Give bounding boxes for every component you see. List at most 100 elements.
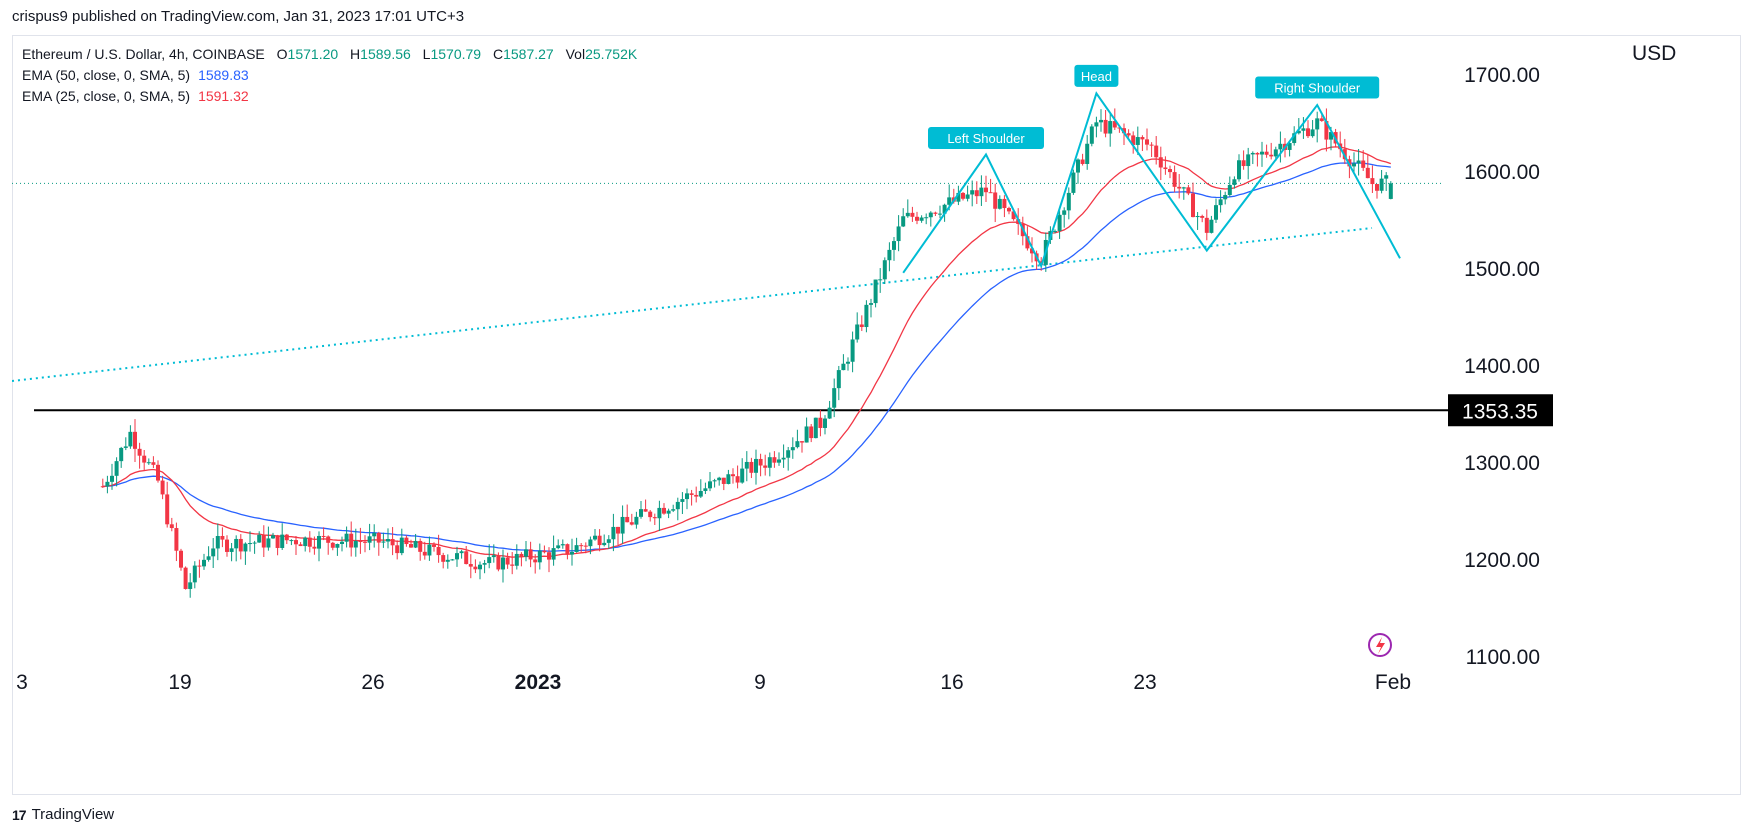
candle-body: [418, 540, 423, 552]
candle: [1177, 174, 1182, 199]
candle: [777, 452, 781, 466]
candle-body: [215, 536, 220, 549]
candle-body: [1260, 151, 1264, 155]
candle: [257, 531, 262, 543]
candle: [602, 534, 607, 547]
candle-body: [758, 458, 763, 466]
ema50-row[interactable]: EMA (50, close, 0, SMA, 5) 1589.83: [22, 65, 637, 86]
tradingview-logo-icon: 17: [12, 806, 27, 823]
candle-body: [482, 563, 487, 565]
time-tick-label: 23: [1133, 671, 1156, 694]
price-tick-label: 1500.00: [1464, 258, 1540, 281]
candle: [620, 505, 625, 544]
candle: [850, 331, 855, 373]
candle-body: [1315, 118, 1320, 130]
candle: [133, 419, 137, 463]
candle: [1306, 120, 1310, 138]
candle: [767, 452, 772, 477]
head-badge: [1074, 64, 1119, 87]
candle-body: [1094, 122, 1099, 127]
candle: [938, 205, 942, 219]
candle-body: [261, 534, 266, 548]
candle: [965, 185, 970, 202]
ema50-line: [102, 162, 1391, 552]
candle-body: [993, 192, 998, 209]
candle-body: [496, 555, 501, 570]
candle-body: [602, 542, 607, 546]
candle-body: [1071, 172, 1076, 193]
candle-body: [708, 481, 712, 489]
candle: [1388, 181, 1393, 200]
price-tick-label: 1600.00: [1464, 161, 1540, 184]
candle-body: [1388, 183, 1393, 199]
candle: [974, 181, 979, 204]
candle: [901, 208, 906, 228]
candle: [399, 528, 404, 556]
candle-body: [1030, 248, 1034, 254]
candle-body: [1365, 167, 1370, 179]
candle: [317, 531, 321, 562]
candle-body: [413, 540, 418, 548]
candle: [174, 522, 179, 562]
candle-body: [726, 474, 731, 484]
candle: [795, 429, 800, 449]
brand-name: TradingView: [31, 806, 115, 823]
volume-value: 25.752K: [585, 46, 638, 62]
ema50-label: EMA (50, close, 0, SMA, 5): [22, 67, 191, 83]
candle-body: [358, 541, 363, 543]
candle-body: [1186, 187, 1191, 194]
candle: [261, 525, 266, 557]
candle: [583, 542, 588, 554]
candle: [1324, 108, 1329, 152]
candle-body: [1126, 133, 1131, 136]
candle: [413, 533, 418, 549]
candle: [1168, 165, 1172, 179]
candle: [284, 533, 289, 545]
candle: [1195, 212, 1200, 230]
candle-body: [1140, 137, 1145, 140]
candle-body: [1066, 192, 1071, 211]
candle: [1250, 151, 1255, 165]
candle: [726, 469, 731, 485]
candle: [303, 536, 308, 552]
candle-body: [731, 474, 735, 477]
candle-body: [197, 565, 202, 567]
candle-body: [1269, 154, 1274, 157]
candle: [933, 211, 938, 217]
candle: [275, 534, 280, 556]
ema25-row[interactable]: EMA (25, close, 0, SMA, 5) 1591.32: [22, 86, 637, 107]
candle: [749, 457, 754, 479]
candle-body: [740, 468, 745, 483]
candle-body: [473, 566, 478, 570]
candle-body: [128, 431, 133, 447]
candle-body: [225, 539, 229, 552]
candle: [436, 534, 441, 563]
candle-body: [1278, 143, 1283, 150]
candle-body: [896, 226, 901, 242]
candle: [611, 513, 616, 552]
footer[interactable]: 17 TradingView: [12, 806, 114, 823]
candle: [979, 175, 984, 206]
candle: [229, 543, 234, 562]
candle-body: [464, 551, 469, 565]
candle-body: [813, 417, 818, 439]
candle: [1002, 195, 1007, 218]
candle: [708, 471, 712, 492]
candle-body: [634, 516, 639, 525]
lightning-icon-ring: [1368, 633, 1392, 657]
candle-body: [979, 187, 984, 197]
candle: [376, 531, 381, 556]
price-chart[interactable]: Left Shoulder Head Right Shoulder 1700.00 1…: [12, 35, 1741, 725]
candle: [1149, 142, 1154, 157]
candle-body: [804, 426, 809, 443]
symbol-title: Ethereum / U.S. Dollar, 4h, COINBASE: [22, 46, 265, 62]
candle: [1379, 170, 1384, 194]
candle-body: [450, 559, 455, 561]
candle-body: [1080, 159, 1085, 164]
candle-body: [372, 532, 377, 537]
candle: [482, 559, 487, 574]
candle-body: [786, 450, 791, 458]
candle: [551, 535, 556, 566]
candle: [151, 456, 156, 468]
candle: [197, 559, 202, 578]
